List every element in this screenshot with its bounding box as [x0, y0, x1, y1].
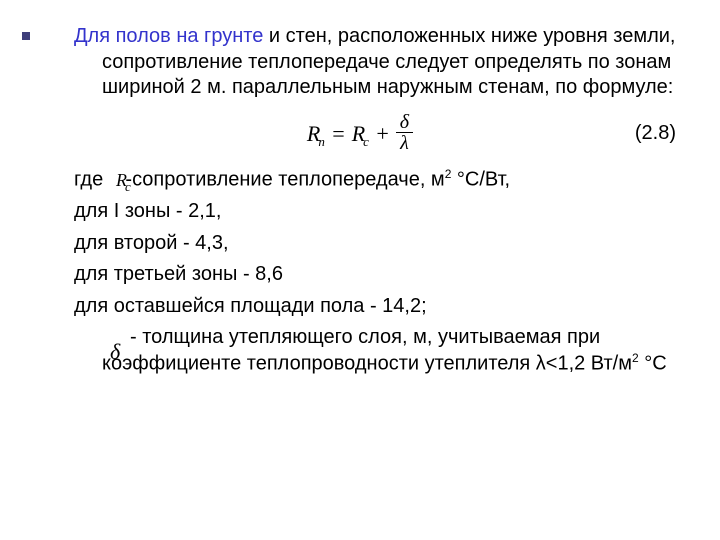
zone-2: для второй - 4,3,	[34, 231, 686, 257]
delta-dash: -	[130, 326, 137, 348]
delta-main: толщина утепляющего слоя, м, учитываемая…	[102, 326, 632, 374]
formula: Rn = Rc + δ λ	[307, 113, 413, 154]
formula-lhs: Rn	[307, 121, 325, 147]
delta-sup: 2	[632, 351, 639, 365]
zone-4: для оставшейся площади пола - 14,2;	[34, 294, 686, 320]
where-symbol: Rc	[116, 170, 131, 191]
formula-row: Rn = Rc + δ λ (2.8)	[34, 107, 686, 161]
intro-paragraph: Для полов на грунте и стен, расположенны…	[34, 24, 686, 101]
delta-tail: °C	[639, 353, 667, 375]
formula-rhs1: Rc	[352, 121, 369, 147]
fraction: δ λ	[396, 112, 413, 153]
bullet-icon	[22, 32, 30, 40]
delta-symbol: δ	[110, 339, 120, 365]
slide: Для полов на грунте и стен, расположенны…	[0, 0, 720, 540]
where-dash-text: -сопротивление теплопередаче, м	[125, 168, 444, 190]
zone-1: для I зоны - 2,1,	[34, 199, 686, 225]
zone-3: для третьей зоны - 8,6	[34, 262, 686, 288]
where-text: где -сопротивление теплопередаче, м2 °C/…	[34, 167, 686, 193]
frac-den: λ	[396, 133, 413, 153]
delta-block: δ - толщина утепляющего слоя, м, учитыва…	[34, 325, 686, 377]
plus: +	[375, 121, 390, 147]
equation-number: (2.8)	[635, 122, 676, 145]
delta-text: - толщина утепляющего слоя, м, учитываем…	[34, 325, 686, 377]
where-row: Rc где -сопротивление теплопередаче, м2 …	[34, 167, 686, 193]
rhs-sub: c	[363, 134, 369, 149]
intro-highlight: Для полов на грунте	[74, 25, 263, 47]
equals: =	[331, 121, 346, 147]
where-tail: °C/Вт,	[451, 168, 510, 190]
where-sym-sub: c	[125, 179, 131, 194]
where-prefix: где	[74, 168, 109, 190]
frac-num: δ	[396, 112, 413, 132]
lhs-sub: n	[318, 134, 325, 149]
